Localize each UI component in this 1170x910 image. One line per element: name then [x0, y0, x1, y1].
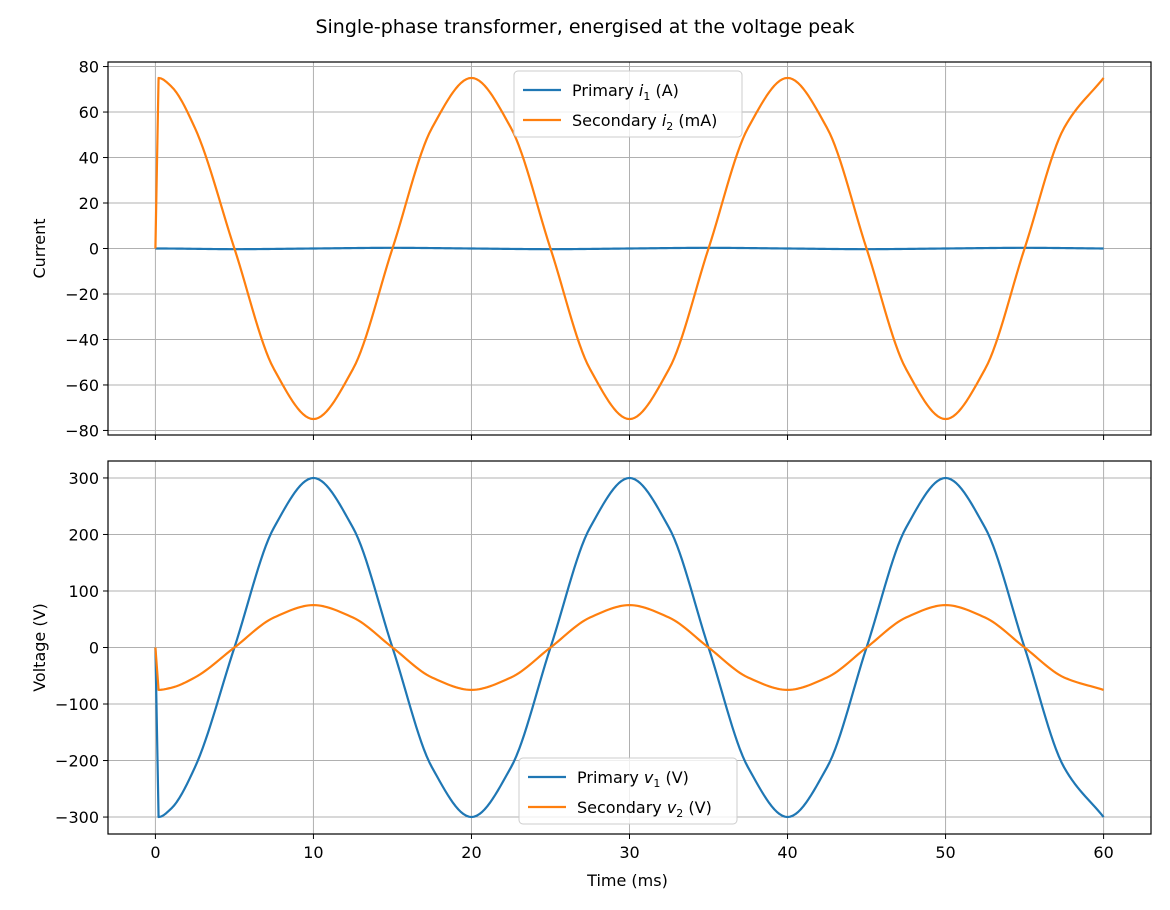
y-tick-label: 300 [68, 469, 99, 488]
figure-title: Single-phase transformer, energised at t… [315, 16, 854, 38]
x-tick-label: 10 [303, 843, 323, 862]
y-tick-label: 60 [79, 103, 99, 122]
y-tick-label: −300 [55, 808, 99, 827]
y-axis-label: Voltage (V) [30, 603, 49, 692]
y-tick-label: −200 [55, 752, 99, 771]
legend-entry-2: Secondary v2 (V) [577, 798, 712, 820]
y-tick-label: −80 [65, 421, 99, 440]
legend-entry-2: Secondary i2 (mA) [572, 111, 717, 133]
y-tick-label: 80 [79, 58, 99, 77]
y-tick-label: 20 [79, 194, 99, 213]
x-tick-label: 30 [619, 843, 639, 862]
y-tick-label: −100 [55, 695, 99, 714]
x-tick-label: 40 [777, 843, 797, 862]
series-line-2 [154, 604, 1104, 691]
series-line-1 [154, 476, 1105, 819]
legend: Primary v1 (V) Secondary v2 (V) [518, 757, 738, 825]
series-line-1 [155, 246, 1104, 251]
x-axis-label: Time (ms) [586, 871, 668, 890]
y-tick-label: −20 [65, 285, 99, 304]
legend-entry-1: Primary v1 (V) [577, 768, 689, 790]
axes-frame [107, 61, 1152, 436]
y-tick-label: 200 [68, 525, 99, 544]
legend: Primary i1 (A) Secondary i2 (mA) [513, 70, 743, 138]
x-tick-label: 20 [461, 843, 481, 862]
x-tick-label: 0 [150, 843, 160, 862]
x-tick-label: 60 [1093, 843, 1113, 862]
y-tick-label: 40 [79, 149, 99, 168]
y-tick-label: 0 [89, 639, 99, 658]
plot-panel-1: −80 −60 −40 −20 0 20 40 60 80 Current Primary i1 (… [30, 58, 1152, 440]
legend-entry-1: Primary i1 (A) [572, 81, 679, 103]
y-axis-label: Current [30, 218, 49, 278]
axes-frame [107, 460, 1152, 835]
y-tick-label: −40 [65, 330, 99, 349]
y-tick-label: 100 [68, 582, 99, 601]
legend-box [518, 757, 738, 825]
legend-box [513, 70, 743, 138]
y-tick-label: 0 [89, 240, 99, 259]
series-line-2 [154, 76, 1105, 421]
plot-panel-2: −300 −200 −100 0 100 200 300 0 10 20 30 40 50 60 Volta… [30, 460, 1152, 890]
y-tick-label: −60 [65, 376, 99, 395]
x-tick-label: 50 [935, 843, 955, 862]
